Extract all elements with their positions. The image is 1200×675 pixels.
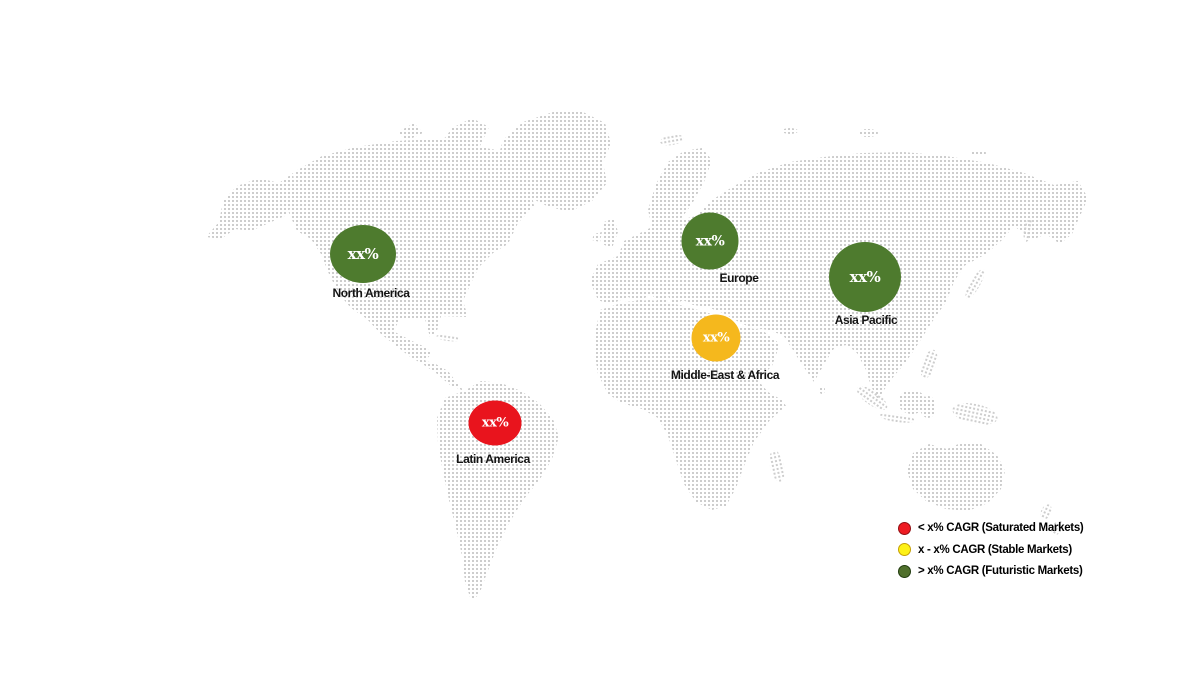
island-japan	[965, 269, 985, 299]
region-label-europe: Europe	[719, 271, 759, 285]
bubble-europe-value: xx%	[695, 233, 725, 249]
bubble-asia-pacific[interactable]: xx%	[829, 242, 901, 312]
island-philippines	[920, 349, 938, 379]
region-label-middle-east-africa: Middle-East & Africa	[670, 368, 780, 382]
bubble-asia-pacific-value: xx%	[849, 268, 881, 286]
island-java	[879, 413, 915, 423]
arctic-islands-1	[782, 128, 798, 134]
bubble-north-america-value: xx%	[347, 245, 379, 263]
legend-dot-green-icon	[898, 564, 911, 578]
island-baffin	[438, 118, 489, 153]
island-new-zealand-south	[1051, 520, 1063, 536]
island-sulawesi	[920, 396, 936, 418]
legend-label-futuristic: > x% CAGR (Futuristic Markets)	[918, 565, 1083, 577]
bubble-middle-east-africa[interactable]: xx%	[691, 314, 741, 362]
continent-alaska	[206, 173, 296, 239]
continent-north-america	[289, 135, 534, 391]
continent-africa	[594, 300, 786, 510]
island-ireland	[592, 232, 602, 242]
island-borneo	[898, 390, 926, 414]
continent-south-america	[437, 381, 559, 600]
island-new-guinea	[952, 403, 998, 425]
bubble-europe[interactable]: xx%	[681, 212, 739, 270]
bubble-north-america[interactable]: xx%	[330, 225, 396, 283]
island-svalbard	[660, 134, 684, 146]
legend-item-saturated: < x% CAGR (Saturated Markets)	[898, 521, 1084, 535]
legend-dot-yellow-icon	[898, 543, 911, 556]
peninsula-italy	[650, 276, 668, 306]
island-great-britain	[602, 218, 618, 248]
region-label-north-america: North America	[332, 286, 410, 300]
continent-australia	[907, 442, 1005, 511]
island-sakhalin	[1023, 218, 1033, 242]
island-iceland	[571, 194, 589, 202]
legend-item-futuristic: > x% CAGR (Futuristic Markets)	[898, 564, 1083, 578]
island-sri-lanka	[819, 386, 825, 394]
legend-item-stable: x - x% CAGR (Stable Markets)	[898, 543, 1083, 557]
island-sumatra	[856, 386, 888, 410]
island-cuba	[436, 334, 460, 342]
legend-label-saturated: < x% CAGR (Saturated Markets)	[918, 522, 1084, 534]
region-label-asia-pacific: Asia Pacific	[834, 313, 898, 327]
arctic-islands-3	[970, 150, 986, 156]
bubble-middle-east-africa-value: xx%	[702, 330, 730, 346]
legend-label-stable: x - x% CAGR (Stable Markets)	[918, 543, 1072, 556]
bubble-latin-america[interactable]: xx%	[468, 400, 522, 446]
legend: < x% CAGR (Saturated Markets) x - x% CAG…	[898, 521, 1084, 586]
island-new-zealand-north	[1040, 504, 1052, 520]
bubble-latin-america-value: xx%	[481, 415, 509, 431]
island-victoria	[398, 123, 423, 141]
continent-greenland	[495, 112, 611, 212]
region-label-latin-america: Latin America	[456, 452, 530, 466]
island-madagascar	[769, 450, 785, 482]
arctic-islands-2	[858, 129, 878, 137]
legend-dot-red-icon	[898, 521, 911, 535]
